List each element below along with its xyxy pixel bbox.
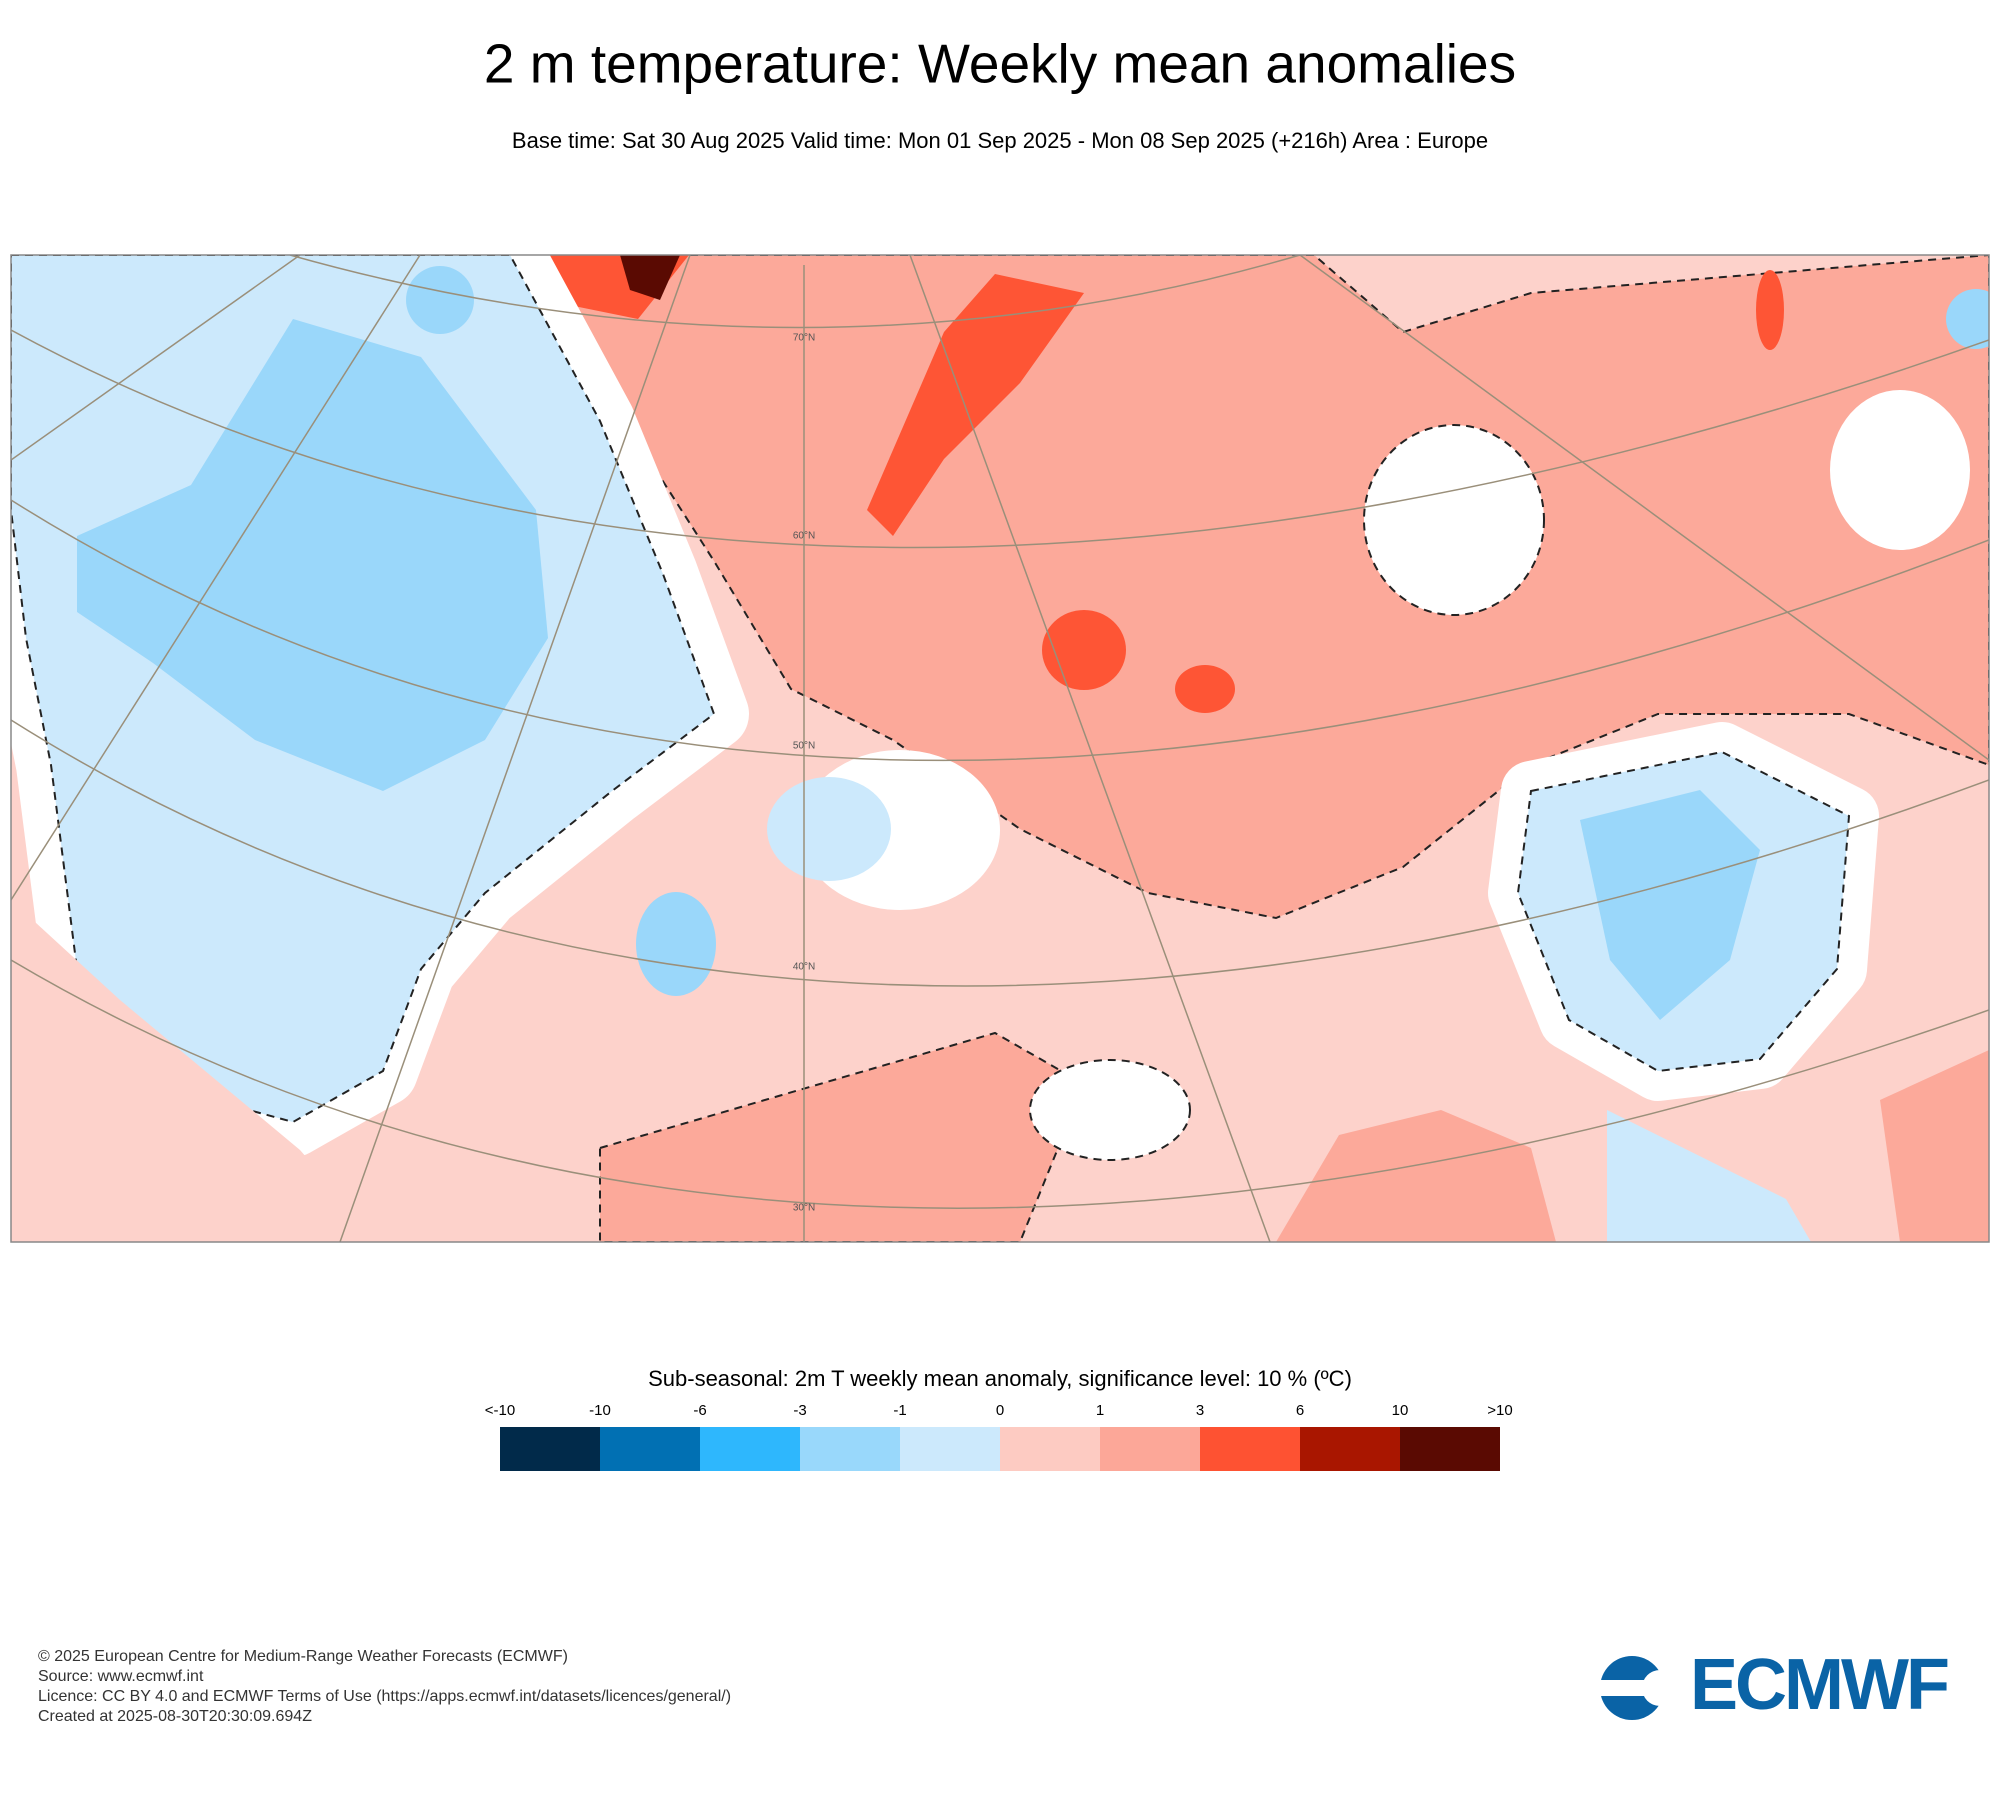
colorbar-box	[800, 1427, 900, 1471]
colorbar-box	[1300, 1427, 1400, 1471]
colorbar-box	[1200, 1427, 1300, 1471]
colorbar-label: -10	[589, 1402, 611, 1419]
latitude-label: 60°N	[793, 531, 815, 542]
colorbar-label: >10	[1487, 1402, 1512, 1419]
colorbar-label: 6	[1296, 1402, 1304, 1419]
map: 70°N 60°N 50°N 40°N 30°N	[11, 255, 1989, 1242]
colorbar-label: -1	[893, 1402, 906, 1419]
title: 2 m temperature: Weekly mean anomalies	[484, 33, 1516, 95]
logo-text: ECMWF	[1690, 1645, 1948, 1725]
colorbar-label: 0	[996, 1402, 1004, 1419]
footer-line: Licence: CC BY 4.0 and ECMWF Terms of Us…	[38, 1688, 731, 1705]
colorbar-label: 3	[1196, 1402, 1204, 1419]
footer-line: Source: www.ecmwf.int	[38, 1668, 204, 1685]
colorbar-box	[900, 1427, 1000, 1471]
latitude-label: 30°N	[793, 1203, 815, 1214]
colorbar-label: -6	[693, 1402, 706, 1419]
latitude-label: 70°N	[793, 333, 815, 344]
colorbar-box	[500, 1427, 600, 1471]
colorbar-box	[1400, 1427, 1500, 1471]
logo: ECMWF	[1596, 1645, 1951, 1725]
latitude-label: 50°N	[793, 741, 815, 752]
footer-line: © 2025 European Centre for Medium-Range …	[38, 1648, 568, 1665]
map-frame	[10, 254, 1990, 1243]
colorbar: <-10 -10 -6 -3 -1 0 1 3 6 10 >10	[485, 1402, 1513, 1471]
colorbar-label: -3	[793, 1402, 806, 1419]
footer: © 2025 European Centre for Medium-Range …	[38, 1648, 731, 1725]
footer-line: Created at 2025-08-30T20:30:09.694Z	[38, 1708, 312, 1725]
colorbar-box	[1100, 1427, 1200, 1471]
subtitle: Base time: Sat 30 Aug 2025 Valid time: M…	[512, 128, 1488, 153]
colorbar-box	[700, 1427, 800, 1471]
colorbar-label: 1	[1096, 1402, 1104, 1419]
latitude-label: 40°N	[793, 962, 815, 973]
colorbar-box	[1000, 1427, 1100, 1471]
colorbar-label: <-10	[485, 1402, 515, 1419]
colorbar-box	[600, 1427, 700, 1471]
legend-title: Sub-seasonal: 2m T weekly mean anomaly, …	[648, 1366, 1352, 1391]
latitude-labels: 70°N 60°N 50°N 40°N 30°N	[793, 333, 815, 1214]
colorbar-label: 10	[1392, 1402, 1409, 1419]
